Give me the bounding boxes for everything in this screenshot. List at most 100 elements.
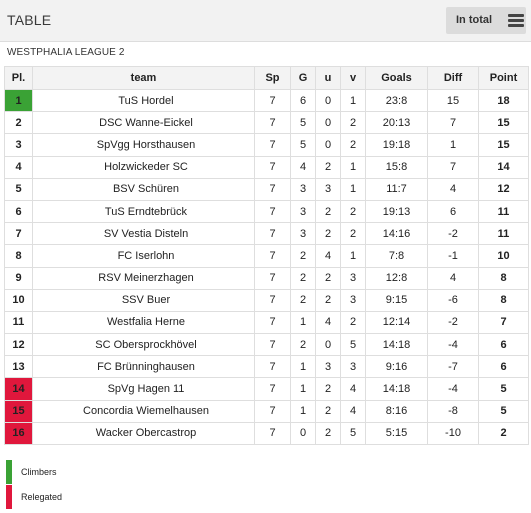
column-header-won[interactable]: G bbox=[290, 66, 316, 90]
table-row[interactable]: 11 Westfalia Herne 7 1 4 2 12:14 -2 7 bbox=[4, 310, 529, 335]
goal-diff-cell: 7 bbox=[427, 155, 479, 179]
legend-label-relegated: Relegated bbox=[21, 492, 63, 502]
column-header-position[interactable]: Pl. bbox=[4, 66, 33, 90]
team-name-cell[interactable]: RSV Meinerzhagen bbox=[32, 266, 255, 290]
team-name-cell[interactable]: Westfalia Herne bbox=[32, 310, 255, 335]
drawn-cell: 0 bbox=[315, 133, 341, 157]
lost-cell: 2 bbox=[340, 199, 366, 224]
points-cell: 18 bbox=[478, 88, 529, 113]
column-header-diff[interactable]: Diff bbox=[427, 66, 479, 90]
header-divider bbox=[0, 41, 531, 42]
table-row[interactable]: 6 TuS Erndtebrück 7 3 2 2 19:13 6 11 bbox=[4, 199, 529, 224]
position-cell: 12 bbox=[4, 333, 33, 357]
table-row[interactable]: 5 BSV Schüren 7 3 3 1 11:7 4 12 bbox=[4, 177, 529, 201]
goal-diff-cell: 15 bbox=[427, 88, 479, 113]
table-row[interactable]: 7 SV Vestia Disteln 7 3 2 2 14:16 -2 11 bbox=[4, 222, 529, 246]
team-name-cell[interactable]: SpVg Hagen 11 bbox=[32, 377, 255, 401]
points-cell: 10 bbox=[478, 244, 529, 268]
lost-cell: 2 bbox=[340, 133, 366, 157]
team-name-cell[interactable]: SSV Buer bbox=[32, 288, 255, 312]
goals-cell: 9:16 bbox=[365, 355, 428, 379]
legend-item-climbers: Climbers bbox=[6, 460, 206, 484]
team-name-cell[interactable]: SC Obersprockhövel bbox=[32, 333, 255, 357]
won-cell: 3 bbox=[290, 177, 316, 201]
lost-cell: 3 bbox=[340, 288, 366, 312]
drawn-cell: 2 bbox=[315, 421, 341, 446]
table-row[interactable]: 1 TuS Hordel 7 6 0 1 23:8 15 18 bbox=[4, 88, 529, 113]
table-row[interactable]: 4 Holzwickeder SC 7 4 2 1 15:8 7 14 bbox=[4, 155, 529, 179]
team-name-cell[interactable]: BSV Schüren bbox=[32, 177, 255, 201]
column-header-team[interactable]: team bbox=[32, 66, 255, 90]
drawn-cell: 0 bbox=[315, 111, 341, 135]
team-name-cell[interactable]: Holzwickeder SC bbox=[32, 155, 255, 179]
table-row[interactable]: 8 FC Iserlohn 7 2 4 1 7:8 -1 10 bbox=[4, 244, 529, 268]
goal-diff-cell: -1 bbox=[427, 244, 479, 268]
table-row[interactable]: 16 Wacker Obercastrop 7 0 2 5 5:15 -10 2 bbox=[4, 421, 529, 446]
position-cell: 5 bbox=[4, 177, 33, 201]
legend-item-relegated: Relegated bbox=[6, 485, 206, 509]
team-name-cell[interactable]: Wacker Obercastrop bbox=[32, 421, 255, 446]
team-name-cell[interactable]: SV Vestia Disteln bbox=[32, 222, 255, 246]
won-cell: 2 bbox=[290, 244, 316, 268]
goals-cell: 7:8 bbox=[365, 244, 428, 268]
column-header-drawn[interactable]: u bbox=[315, 66, 341, 90]
won-cell: 0 bbox=[290, 421, 316, 446]
drawn-cell: 0 bbox=[315, 88, 341, 113]
team-name-cell[interactable]: TuS Hordel bbox=[32, 88, 255, 113]
goal-diff-cell: 4 bbox=[427, 266, 479, 290]
menu-icon-line bbox=[508, 19, 524, 22]
table-row[interactable]: 12 SC Obersprockhövel 7 2 0 5 14:18 -4 6 bbox=[4, 333, 529, 357]
standings-table: Pl. team Sp G u v Goals Diff Point 1 TuS … bbox=[4, 66, 529, 446]
points-cell: 5 bbox=[478, 399, 529, 423]
header-bar: TABLE In total bbox=[0, 0, 531, 41]
position-cell: 1 bbox=[4, 88, 33, 113]
goals-cell: 12:14 bbox=[365, 310, 428, 335]
won-cell: 5 bbox=[290, 133, 316, 157]
played-cell: 7 bbox=[254, 288, 291, 312]
team-name-cell[interactable]: Concordia Wiemelhausen bbox=[32, 399, 255, 423]
table-row[interactable]: 14 SpVg Hagen 11 7 1 2 4 14:18 -4 5 bbox=[4, 377, 529, 401]
column-header-lost[interactable]: v bbox=[340, 66, 366, 90]
position-cell: 2 bbox=[4, 111, 33, 135]
team-name-cell[interactable]: FC Iserlohn bbox=[32, 244, 255, 268]
points-cell: 7 bbox=[478, 310, 529, 335]
legend-color-climbers bbox=[6, 460, 12, 484]
column-header-points[interactable]: Point bbox=[478, 66, 529, 90]
table-row[interactable]: 2 DSC Wanne-Eickel 7 5 0 2 20:13 7 15 bbox=[4, 111, 529, 135]
hamburger-menu-icon[interactable] bbox=[508, 14, 524, 27]
points-cell: 8 bbox=[478, 288, 529, 312]
goal-diff-cell: -4 bbox=[427, 377, 479, 401]
menu-icon-line bbox=[508, 14, 524, 17]
drawn-cell: 2 bbox=[315, 222, 341, 246]
lost-cell: 5 bbox=[340, 333, 366, 357]
drawn-cell: 4 bbox=[315, 244, 341, 268]
points-cell: 5 bbox=[478, 377, 529, 401]
column-header-played[interactable]: Sp bbox=[254, 66, 291, 90]
goals-cell: 11:7 bbox=[365, 177, 428, 201]
team-name-cell[interactable]: TuS Erndtebrück bbox=[32, 199, 255, 224]
league-name: WESTPHALIA LEAGUE 2 bbox=[7, 47, 125, 58]
played-cell: 7 bbox=[254, 244, 291, 268]
column-header-goals[interactable]: Goals bbox=[365, 66, 428, 90]
team-name-cell[interactable]: DSC Wanne-Eickel bbox=[32, 111, 255, 135]
table-row[interactable]: 9 RSV Meinerzhagen 7 2 2 3 12:8 4 8 bbox=[4, 266, 529, 290]
drawn-cell: 2 bbox=[315, 266, 341, 290]
position-cell: 11 bbox=[4, 310, 33, 335]
won-cell: 1 bbox=[290, 399, 316, 423]
won-cell: 1 bbox=[290, 310, 316, 335]
goals-cell: 14:18 bbox=[365, 333, 428, 357]
lost-cell: 3 bbox=[340, 355, 366, 379]
table-row[interactable]: 13 FC Brünninghausen 7 1 3 3 9:16 -7 6 bbox=[4, 355, 529, 379]
team-name-cell[interactable]: SpVgg Horsthausen bbox=[32, 133, 255, 157]
played-cell: 7 bbox=[254, 133, 291, 157]
view-toggle-button[interactable]: In total bbox=[446, 7, 526, 34]
table-row[interactable]: 3 SpVgg Horsthausen 7 5 0 2 19:18 1 15 bbox=[4, 133, 529, 157]
table-header-row: Pl. team Sp G u v Goals Diff Point bbox=[4, 66, 529, 90]
points-cell: 6 bbox=[478, 333, 529, 357]
table-row[interactable]: 10 SSV Buer 7 2 2 3 9:15 -6 8 bbox=[4, 288, 529, 312]
points-cell: 11 bbox=[478, 222, 529, 246]
goals-cell: 9:15 bbox=[365, 288, 428, 312]
played-cell: 7 bbox=[254, 266, 291, 290]
team-name-cell[interactable]: FC Brünninghausen bbox=[32, 355, 255, 379]
table-row[interactable]: 15 Concordia Wiemelhausen 7 1 2 4 8:16 -8 5 bbox=[4, 399, 529, 423]
